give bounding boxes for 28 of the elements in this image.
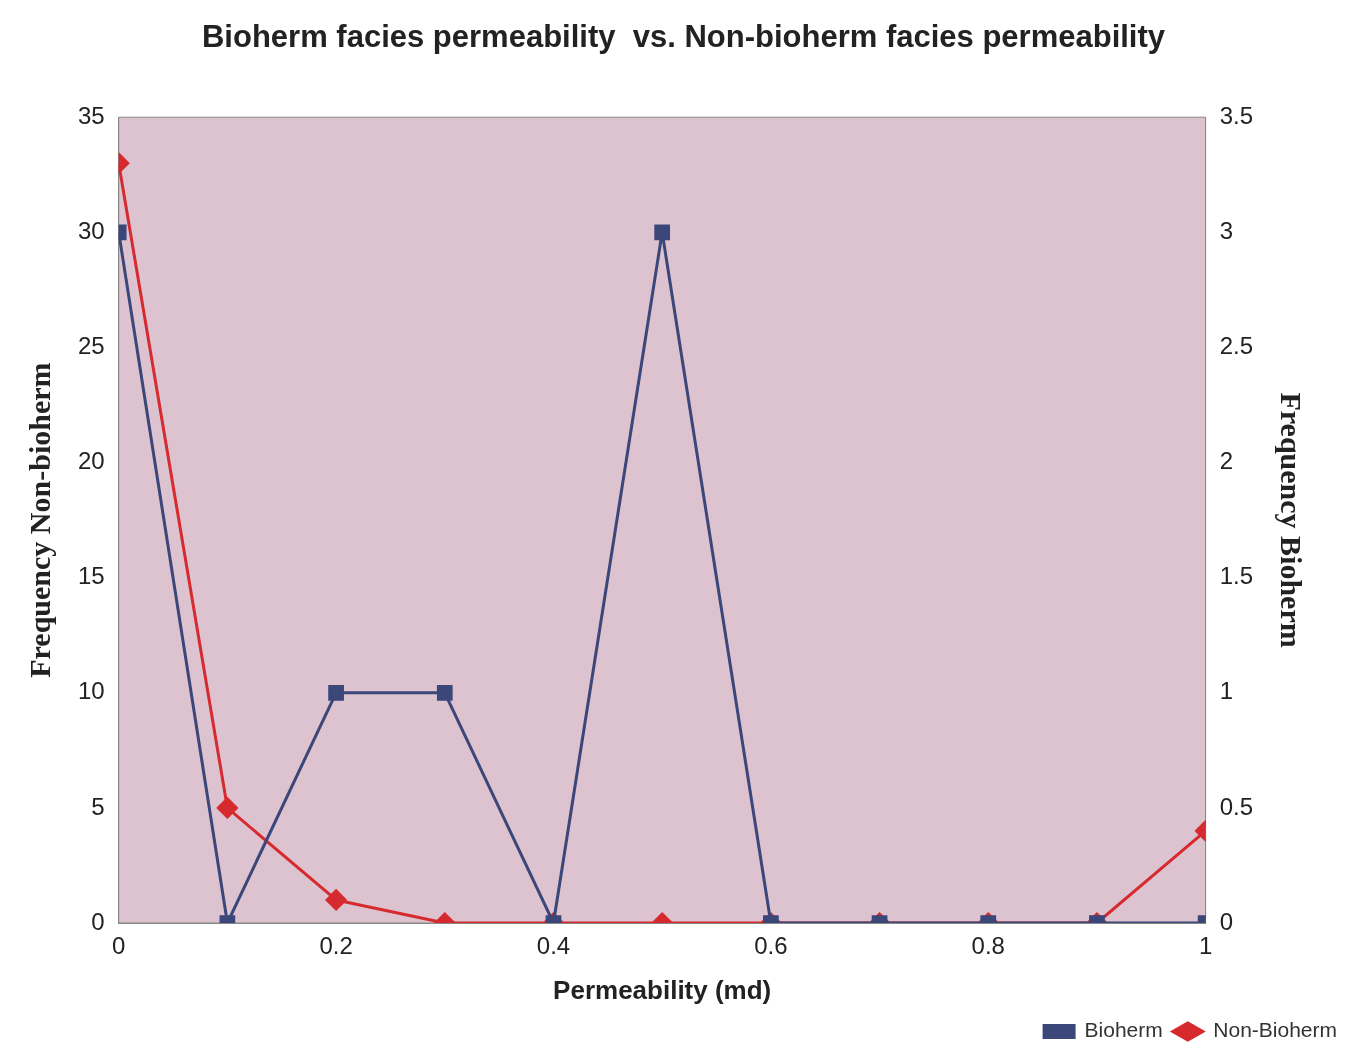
x-tick-label: 0.2 bbox=[319, 932, 353, 960]
y-tick-label: 35 bbox=[77, 101, 105, 129]
x-tick-label: 0.6 bbox=[754, 932, 788, 960]
y-tick-label: 30 bbox=[77, 216, 105, 244]
x-tick-label: 0.8 bbox=[971, 932, 1005, 960]
y2-tick-label: 2 bbox=[1219, 447, 1233, 475]
x-tick-label: 0.4 bbox=[536, 932, 571, 960]
y-axis-title: Frequency Non-bioherm bbox=[22, 362, 56, 678]
legend-label: Non-Bioherm bbox=[1213, 1018, 1338, 1042]
x-axis-title: Permeability (md) bbox=[553, 974, 772, 1005]
y2-tick-label: 0 bbox=[1219, 907, 1233, 935]
y2-axis-title: Frequency Bioherm bbox=[1275, 392, 1309, 648]
x-tick-label: 0 bbox=[112, 932, 126, 960]
legend-label: Bioherm bbox=[1084, 1018, 1163, 1042]
y-tick-label: 25 bbox=[77, 332, 105, 360]
y-tick-label: 10 bbox=[77, 677, 105, 705]
y2-tick-label: 1.5 bbox=[1219, 562, 1254, 590]
y-tick-label: 5 bbox=[91, 792, 105, 820]
x-tick-label: 1 bbox=[1198, 932, 1213, 960]
y-tick-label: 15 bbox=[77, 562, 105, 590]
y2-tick-label: 2.5 bbox=[1219, 332, 1254, 360]
y-tick-label: 20 bbox=[77, 447, 105, 475]
y2-tick-label: 1 bbox=[1219, 677, 1233, 705]
chart-title: Bioherm facies permeability vs. Non-bioherm facies permeability bbox=[201, 19, 1166, 55]
y2-tick-label: 0.5 bbox=[1219, 792, 1254, 820]
y-tick-label: 0 bbox=[91, 907, 105, 935]
y2-tick-label: 3.5 bbox=[1219, 101, 1254, 129]
y2-tick-label: 3 bbox=[1219, 216, 1233, 244]
